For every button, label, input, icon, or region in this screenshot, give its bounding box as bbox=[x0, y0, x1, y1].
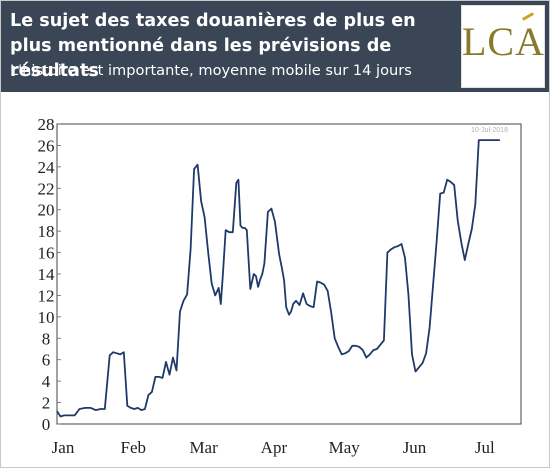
y-tick-label: 6 bbox=[42, 351, 51, 370]
plot-border bbox=[56, 123, 522, 425]
x-axis: Jan Feb Mar Apr May Jun Jul bbox=[52, 438, 495, 457]
x-tick-label: Jun bbox=[403, 438, 427, 457]
y-tick-label: 22 bbox=[38, 179, 55, 198]
series-line-0 bbox=[56, 139, 500, 418]
x-tick-label: Jan bbox=[52, 438, 75, 457]
lca-logo: LCA bbox=[461, 5, 545, 88]
x-tick-label: Mar bbox=[189, 438, 218, 457]
y-tick-label: 14 bbox=[38, 265, 56, 284]
x-tick-label: May bbox=[329, 438, 361, 457]
y-tick-label: 18 bbox=[38, 222, 55, 241]
y-tick-label: 26 bbox=[38, 136, 55, 155]
series-group bbox=[56, 139, 500, 418]
header-banner: Le sujet des taxes douanières de plus en… bbox=[1, 1, 549, 92]
chart-title: Le sujet des taxes douanières de plus en… bbox=[10, 11, 416, 81]
y-tick-label: 12 bbox=[38, 286, 55, 305]
y-tick-label: 2 bbox=[42, 394, 51, 413]
y-tick-label: 10 bbox=[38, 308, 55, 327]
y-tick-label: 0 bbox=[42, 415, 51, 434]
y-tick-label: 28 bbox=[38, 115, 55, 134]
x-tick-label: Jul bbox=[475, 438, 495, 457]
watermark-label: 10-Jul-2018 bbox=[471, 127, 508, 134]
y-tick-label: 16 bbox=[38, 244, 55, 263]
y-tick-label: 20 bbox=[38, 201, 55, 220]
logo-text: LCA bbox=[462, 19, 545, 64]
x-tick-label: Feb bbox=[121, 438, 147, 457]
plot-area bbox=[56, 123, 522, 425]
chart-subtitle: L'histoire est importante, moyenne mobil… bbox=[10, 62, 412, 79]
y-tick-label: 8 bbox=[42, 329, 51, 348]
y-tick-label: 4 bbox=[42, 372, 51, 391]
y-tick-label: 24 bbox=[38, 158, 56, 177]
x-tick-label: Apr bbox=[261, 438, 288, 457]
